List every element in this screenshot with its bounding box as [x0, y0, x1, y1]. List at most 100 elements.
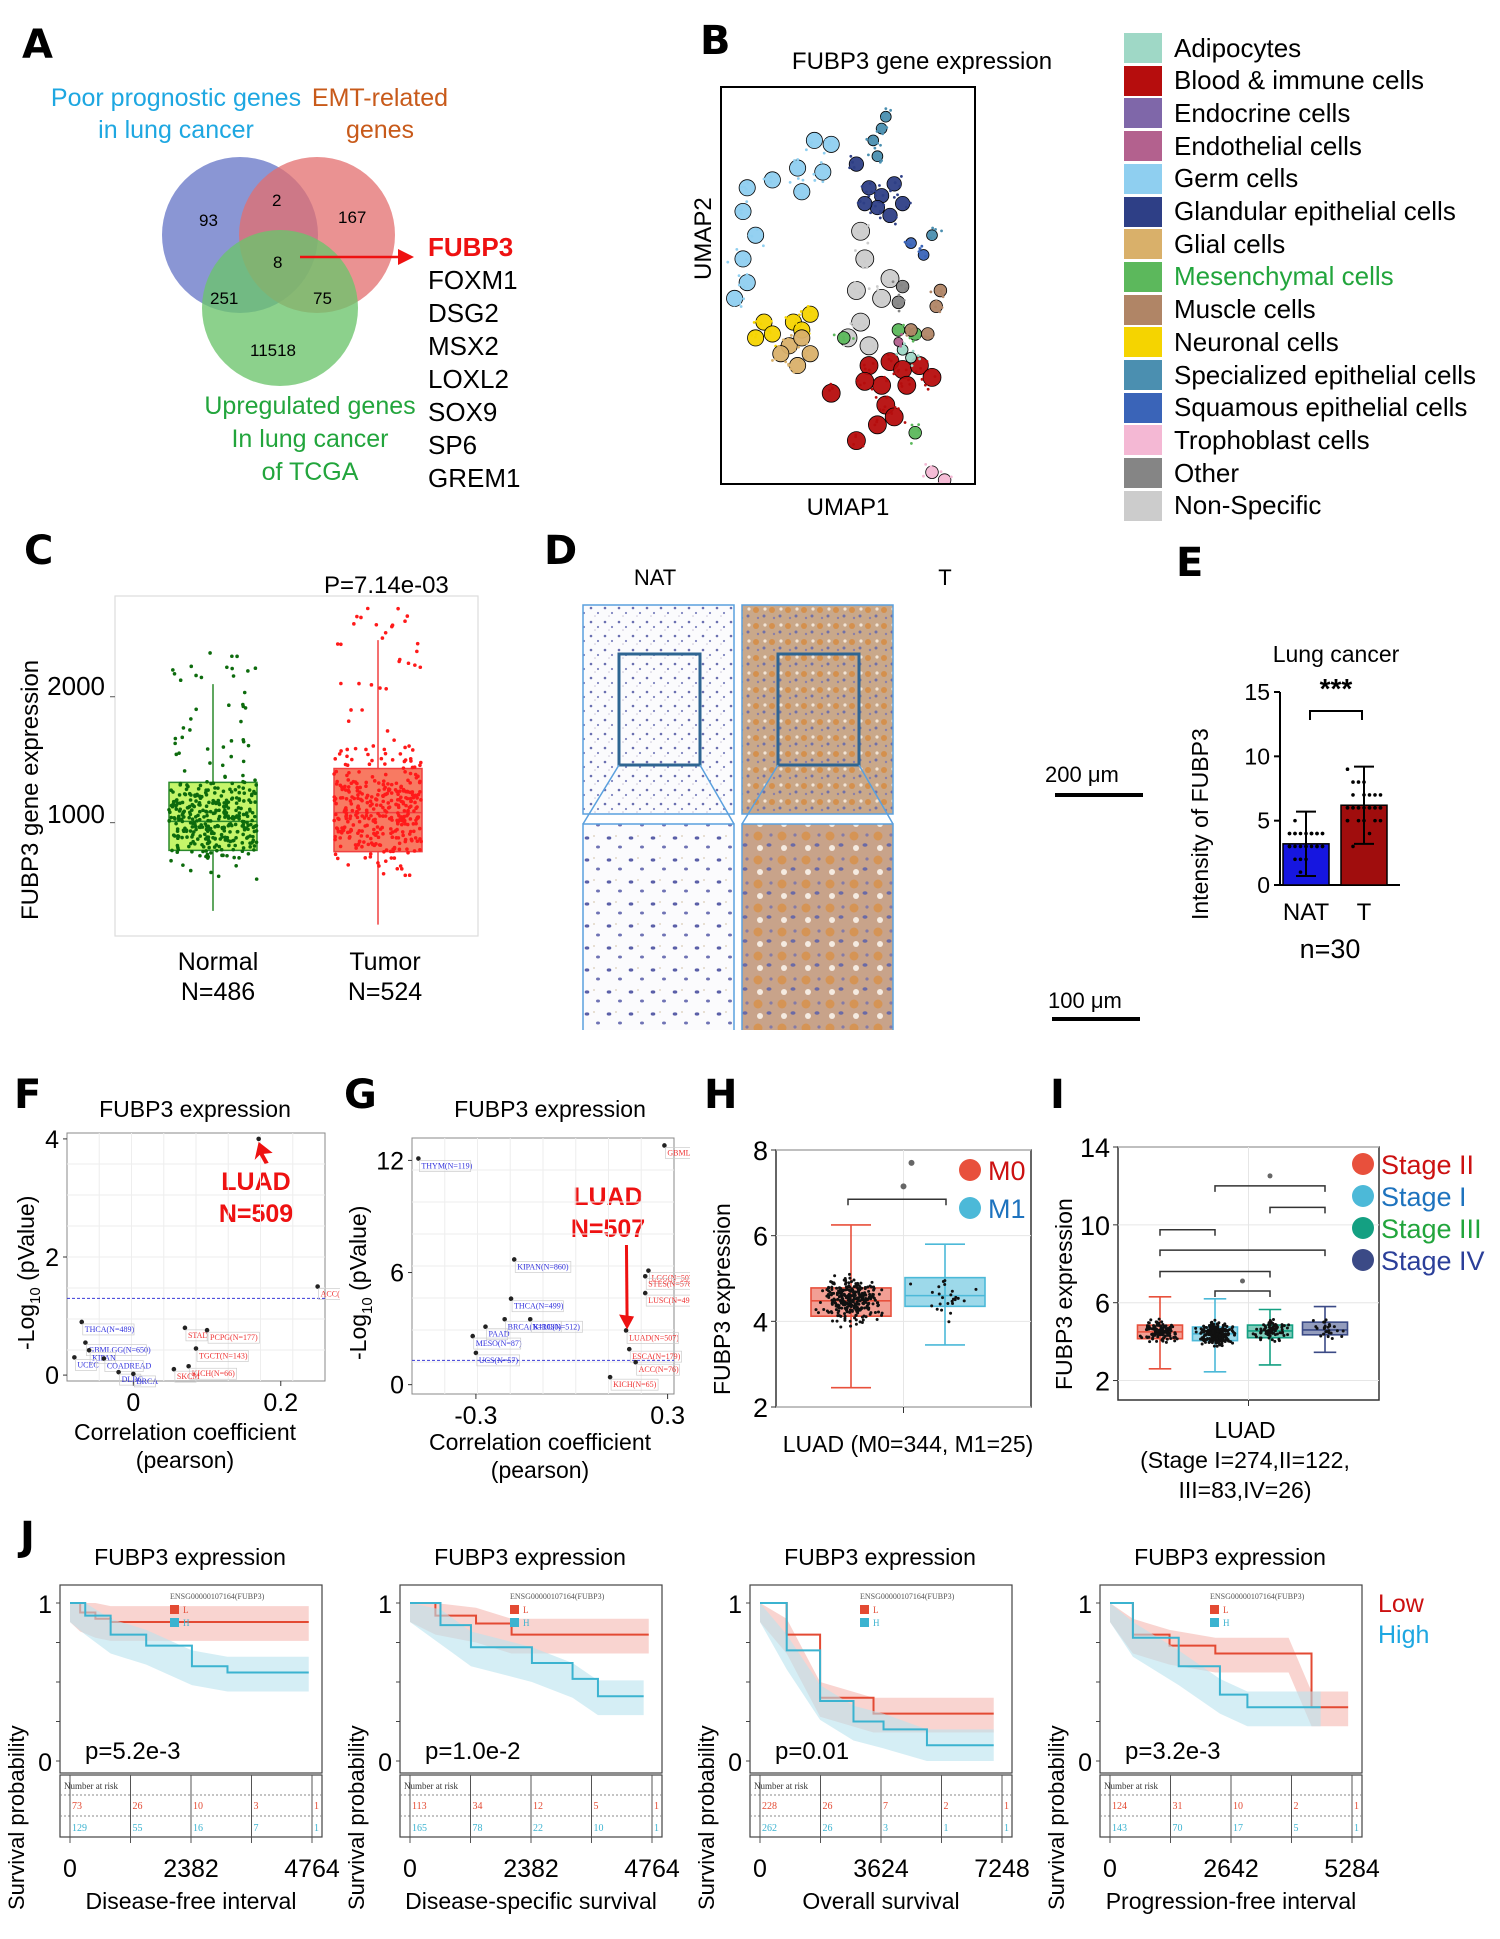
e-point	[1356, 818, 1361, 823]
km-title: FUBP3 expression	[1134, 1544, 1326, 1570]
umap-cell-dot	[781, 338, 785, 342]
umap-cell-dot	[896, 193, 899, 197]
umap-cell-dot	[739, 212, 743, 215]
legend-swatch	[1124, 131, 1162, 162]
data-point	[847, 1281, 851, 1285]
umap-cell-dot	[931, 226, 935, 230]
e-point	[1320, 844, 1325, 849]
umap-cell-dot	[812, 172, 816, 176]
data-point	[830, 1302, 834, 1306]
e-point	[1315, 831, 1319, 836]
umap-cell-blob	[789, 159, 807, 177]
km-legend: Low High	[1378, 1590, 1429, 1650]
c-point	[360, 829, 364, 833]
data-point	[1175, 1337, 1179, 1341]
umap-cell-dot	[925, 360, 929, 363]
data-point	[1147, 1335, 1151, 1339]
c-point	[341, 828, 346, 833]
umap-cell-blob	[884, 407, 904, 427]
c-point	[338, 796, 343, 800]
umap-cell-dot	[904, 368, 908, 372]
c-point	[206, 824, 211, 829]
ytick-label: 8	[753, 1136, 768, 1166]
c-point	[253, 814, 257, 819]
data-point	[473, 1350, 479, 1356]
umap-cell-dot	[916, 354, 920, 358]
km-ytick-label: 1	[378, 1591, 392, 1619]
e-point	[1345, 767, 1350, 771]
data-point	[131, 1371, 136, 1377]
point-label-box	[185, 1329, 208, 1342]
c-point	[223, 838, 228, 842]
data-point	[840, 1294, 844, 1298]
data-point	[860, 1291, 864, 1295]
c-point	[345, 763, 350, 768]
umap-cell-dot	[885, 379, 888, 383]
data-point	[856, 1283, 860, 1287]
c-point	[180, 819, 185, 824]
umap-cell-dot	[899, 344, 902, 348]
c-point	[193, 814, 198, 819]
c-point	[174, 807, 179, 811]
c-point	[347, 771, 351, 775]
panel-label-c: C	[24, 528, 54, 574]
data-point	[1273, 1339, 1277, 1343]
umap-cell-dot	[929, 290, 933, 294]
data-point	[623, 1328, 629, 1333]
c-point	[382, 747, 387, 752]
c-point	[397, 841, 402, 846]
c-point	[198, 783, 203, 788]
umap-cell-blob	[789, 357, 807, 375]
data-point	[943, 1279, 947, 1283]
umap-cell-dot	[888, 281, 892, 285]
c-point	[187, 804, 192, 809]
umap-cell-dot	[918, 357, 922, 361]
data-point	[1199, 1327, 1203, 1331]
km-legend-swatch-h	[170, 1618, 179, 1627]
data-point	[1155, 1339, 1159, 1343]
umap-legend-item: Squamous epithelial cells	[1124, 392, 1467, 424]
c-point	[187, 791, 192, 796]
data-point	[1224, 1332, 1228, 1336]
sig-bracket	[1214, 1185, 1326, 1192]
c-point	[369, 813, 373, 818]
data-point	[858, 1320, 862, 1324]
km-gene-id: ENSG00000107164(FUBP3)	[1210, 1592, 1305, 1601]
km-risk-low: 2	[944, 1801, 949, 1812]
ihc-zoom-connector	[699, 764, 735, 825]
point-label: TGCT(N=143)	[199, 1352, 248, 1361]
data-point	[843, 1314, 847, 1318]
c-point	[177, 793, 182, 797]
c-point	[365, 800, 370, 805]
data-point	[846, 1293, 850, 1297]
xtick-label: 0.2	[263, 1389, 298, 1417]
data-point	[954, 1295, 958, 1299]
c-point	[172, 815, 177, 820]
c-point	[205, 810, 209, 814]
c-point	[418, 790, 422, 794]
km-xtick-label: 0	[63, 1855, 77, 1883]
c-point	[211, 781, 216, 786]
umap-cell-dot	[868, 182, 872, 185]
point-label-box	[104, 1360, 144, 1372]
umap-cluster	[848, 154, 912, 226]
km-legend-l: L	[523, 1605, 529, 1615]
c-point	[381, 871, 386, 876]
c-point	[234, 796, 239, 800]
legend-marker	[1352, 1153, 1374, 1175]
point-label-box	[486, 1328, 509, 1341]
data-point	[1258, 1336, 1262, 1340]
c-point	[240, 849, 245, 853]
umap-cell-dot	[794, 189, 798, 193]
e-n-label: n=30	[1300, 934, 1361, 964]
f-xlabel-2: (pearson)	[136, 1447, 234, 1473]
umap-cell-dot	[793, 161, 797, 164]
c-point	[253, 666, 258, 671]
point-label-box	[75, 1359, 97, 1371]
data-point	[79, 1319, 85, 1325]
umap-cell-dot	[878, 408, 882, 412]
km-legend-swatch-h	[510, 1618, 519, 1627]
venn-label-line: Upregulated genes	[204, 392, 416, 420]
e-xlabel-t: T	[1357, 899, 1372, 926]
